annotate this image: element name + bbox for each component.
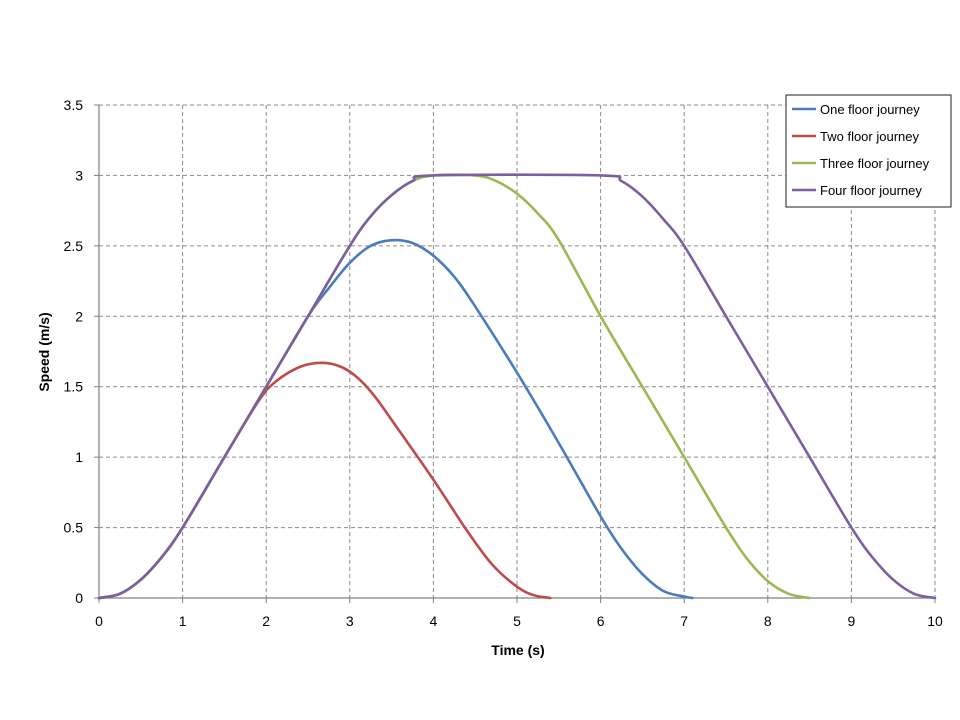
x-tick-label: 3 [346,613,354,629]
x-tick-label: 1 [179,613,187,629]
x-tick-label: 10 [927,613,943,629]
axes [94,104,936,603]
series-line-4 [97,173,937,600]
series-line-2 [97,361,552,600]
x-tick-labels: 0 1 2 3 4 5 6 7 8 9 10 [95,613,943,629]
y-tick-label: 1 [75,449,83,465]
x-tick-label: 4 [430,613,438,629]
legend-entry: Two floor journey [820,129,919,144]
legend-entry: Four floor journey [820,183,922,198]
series-line-1 [97,238,694,600]
y-tick-label: 1.5 [64,379,84,395]
x-tick-label: 8 [764,613,772,629]
x-tick-label: 6 [597,613,605,629]
x-tick-label: 5 [513,613,521,629]
x-tick-label: 7 [680,613,688,629]
x-tick-label: 9 [848,613,856,629]
legend-box [785,94,952,208]
series-lines [97,173,937,600]
y-tick-label: 2 [75,308,83,324]
y-tick-labels: 0 0.5 1 1.5 2 2.5 3 3.5 [64,97,84,606]
y-tick-label: 3.5 [64,97,84,113]
legend-entry: One floor journey [820,102,920,117]
y-tick-label: 3 [75,167,83,183]
y-axis-title: Speed (m/s) [36,312,52,391]
x-tick-label: 0 [95,613,103,629]
x-axis-title: Time (s) [491,642,544,658]
y-tick-label: 0.5 [64,520,84,536]
y-tick-label: 0 [75,590,83,606]
x-tick-label: 2 [262,613,270,629]
y-tick-label: 2.5 [64,238,84,254]
legend: One floor journey Two floor journey Three … [785,94,952,208]
legend-entry: Three floor journey [820,156,930,171]
